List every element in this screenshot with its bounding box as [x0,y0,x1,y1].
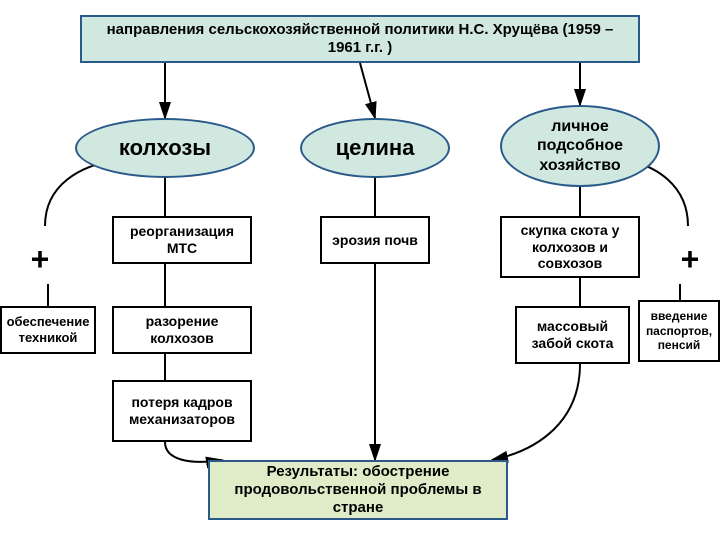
node-razoren-text: разорение колхозов [116,313,248,347]
node-passports-text: введение паспортов, пенсий [642,309,716,352]
node-kolkhozy-text: колхозы [119,135,211,161]
node-tech-text: обеспечение техникой [4,314,92,345]
node-razoren: разорение колхозов [112,306,252,354]
node-kolkhozy: колхозы [75,118,255,178]
node-passports: введение паспортов, пенсий [638,300,720,362]
node-skupka-text: скупка скота у колхозов и совхозов [504,222,636,272]
node-kadry-text: потеря кадров механизаторов [116,394,248,428]
node-reorg-mts: реорганизация МТС [112,216,252,264]
node-tselina-text: целина [336,135,415,161]
result-box: Результаты: обострение продовольственной… [208,460,508,520]
node-erosion: эрозия почв [320,216,430,264]
node-reorg-mts-text: реорганизация МТС [116,223,248,257]
plus-right-text: + [681,241,700,278]
node-erosion-text: эрозия почв [332,232,418,249]
title-text: направления сельскохозяйственной политик… [92,21,628,57]
node-kadry: потеря кадров механизаторов [112,380,252,442]
plus-left-text: + [31,241,50,278]
node-household-text: личное подсобное хозяйство [506,117,654,175]
node-tech: обеспечение техникой [0,306,96,354]
title-box: направления сельскохозяйственной политик… [80,15,640,63]
node-zaboy-text: массовый забой скота [519,318,626,352]
node-zaboy: массовый забой скота [515,306,630,364]
node-tselina: целина [300,118,450,178]
plus-left: + [15,234,65,284]
plus-right: + [665,234,715,284]
node-household: личное подсобное хозяйство [500,105,660,187]
node-skupka: скупка скота у колхозов и совхозов [500,216,640,278]
result-text: Результаты: обострение продовольственной… [214,463,502,517]
